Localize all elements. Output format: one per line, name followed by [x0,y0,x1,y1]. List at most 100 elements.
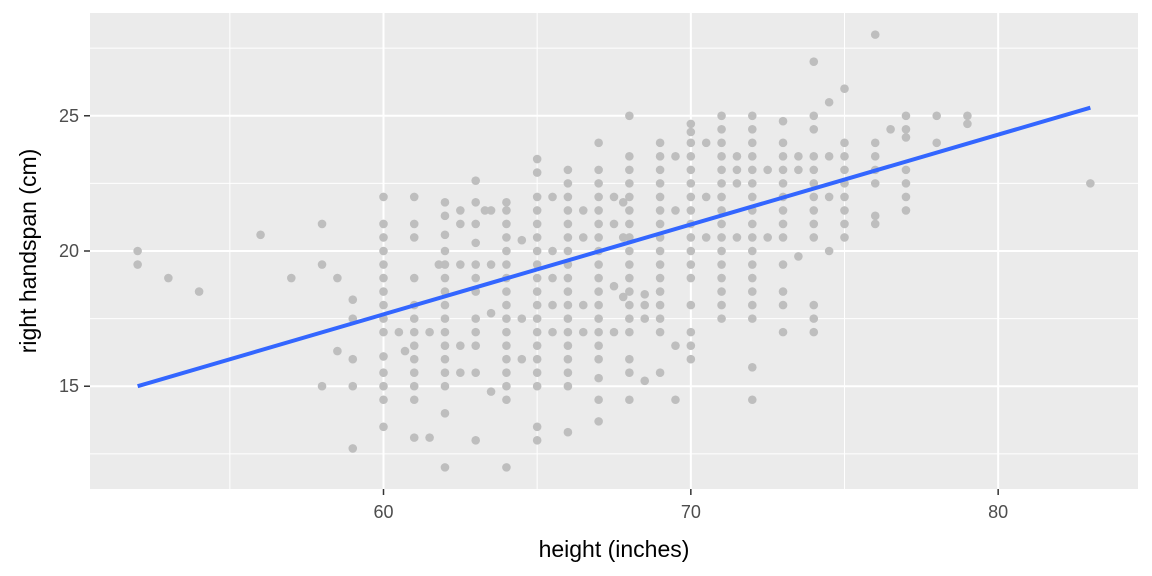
data-point [471,176,481,185]
data-point [717,273,726,283]
data-point [502,260,511,269]
data-point [747,124,757,134]
data-point [409,273,419,283]
data-point [440,230,450,240]
data-point [471,341,481,350]
data-point [824,192,834,202]
data-point [778,165,788,175]
data-point [809,206,819,215]
data-point [563,273,573,283]
data-point [686,327,696,337]
data-point [717,260,726,269]
data-point [563,314,573,323]
data-point [686,233,696,242]
data-point [425,433,434,442]
data-point [164,273,173,283]
data-point [440,408,450,418]
data-point [594,354,603,364]
data-point [548,327,557,337]
fit-line-group [137,105,1091,389]
data-point [686,119,696,129]
x-tick-label: 60 [373,502,393,522]
data-point [532,327,542,337]
data-point [409,395,419,405]
data-point [194,287,204,296]
data-point [625,206,634,215]
data-point [486,260,496,269]
data-point [625,192,634,202]
data-point [717,111,726,121]
data-point [840,233,849,242]
data-point [655,327,665,337]
x-axis: 60 70 80 [373,489,1008,522]
data-point [594,138,603,148]
data-point [548,273,557,283]
data-point [686,179,696,188]
data-point [809,111,819,121]
data-point [778,138,788,148]
data-point [440,327,450,337]
data-point [379,422,388,432]
data-point [471,260,481,269]
data-point [471,273,481,283]
data-point [440,211,450,221]
data-point [502,246,511,256]
data-point [655,246,665,256]
data-point [794,152,803,161]
data-point [563,300,573,310]
data-point [809,192,819,202]
data-point [747,165,757,175]
data-point [625,260,634,269]
data-point [747,273,757,283]
data-point [963,119,972,129]
data-point [594,395,603,405]
data-point [870,30,880,39]
data-point [747,152,757,161]
data-point [563,179,573,188]
data-point [486,387,496,396]
data-point [502,368,511,378]
data-point [671,152,680,161]
data-point [747,111,757,121]
data-point [840,138,849,148]
data-point [717,138,726,148]
data-point [480,206,490,215]
data-point [609,327,619,337]
data-point [317,381,327,391]
data-point [686,127,696,137]
data-point [594,165,603,175]
data-point [532,287,542,296]
data-point [440,381,450,391]
data-point [400,346,410,356]
data-point [747,314,757,323]
data-point [563,327,573,337]
data-point [502,206,511,215]
data-point [809,152,819,161]
data-point [778,233,788,242]
data-point [824,152,834,161]
data-point [594,327,603,337]
data-point [901,165,911,175]
data-point [440,314,450,323]
data-point [778,260,788,269]
data-point [778,287,788,296]
data-point [778,300,788,310]
data-point [502,198,511,207]
data-point [840,219,849,229]
data-point [870,211,880,221]
data-point [502,233,511,242]
data-point [379,327,388,337]
data-point [840,165,849,175]
data-point [379,246,388,256]
data-point [686,206,696,215]
data-point [625,327,634,337]
data-point [563,192,573,202]
data-point [517,235,527,245]
data-point [317,260,327,269]
data-point [563,246,573,256]
data-point [471,314,481,323]
data-point [686,192,696,202]
data-point [809,300,819,310]
data-point [747,192,757,202]
data-point [901,206,911,215]
